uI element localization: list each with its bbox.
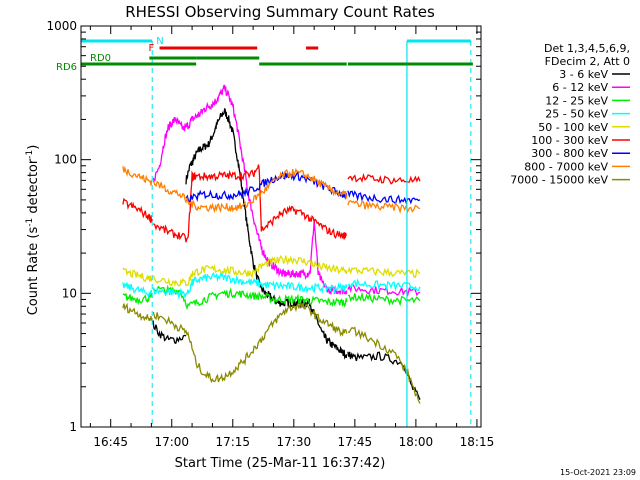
plot-frame [80,25,482,428]
legend-label-5: 100 - 300 keV [531,134,608,147]
y-tick-label-3: 1000 [46,19,77,33]
legend-header-1: Det 1,3,4,5,6,9, [544,42,630,55]
series-line-12-25-kev-seg2 [152,284,348,311]
chart-title: RHESSI Observing Summary Count Rates [125,3,435,21]
legend-label-3: 25 - 50 keV [545,108,608,121]
series-line-25-50-kev-seg1 [122,282,153,297]
legend: Det 1,3,4,5,6,9, FDecim 2, Att 0 3 - 6 k… [510,42,630,187]
x-tick-label-1: 17:00 [154,435,189,449]
series-line-7000-15000-kev-seg3 [347,326,421,404]
series-line-50-100-kev-seg2 [152,255,348,288]
legend-label-7: 800 - 7000 keV [524,160,608,173]
legend-header-2: FDecim 2, Att 0 [545,55,630,68]
y-tick-label-1: 10 [62,286,77,300]
x-tick-label-0: 16:45 [93,435,128,449]
series-line-25-50-kev-seg3 [347,278,421,292]
series-line-50-100-kev-seg1 [122,267,153,282]
x-axis-label: Start Time (25-Mar-11 16:37:42) [175,456,386,471]
rd6-flag-label: RD6 [56,62,77,73]
series-line-50-100-kev-seg3 [347,266,421,279]
legend-label-8: 7000 - 15000 keV [510,174,608,187]
y-axis-label: Count Rate (s-1 detector-1) [25,145,41,316]
x-tick-label-4: 17:45 [338,435,373,449]
plot-area: NF RD0 RD6 [56,36,473,427]
series-line-3-6-kev-seg3 [347,351,421,400]
legend-label-0: 3 - 6 keV [559,68,608,81]
x-tick-label-5: 18:00 [399,435,434,449]
axes: 16:45 17:00 17:15 17:30 17:45 18:00 18:15 1 10 10… [46,19,494,449]
night-flag-label: N [156,36,163,47]
x-tick-label-6: 18:15 [460,435,495,449]
series-line-800-7000-kev-seg3 [347,200,421,214]
series-line-12-25-kev-seg1 [122,292,153,306]
series-line-6-12-kev-seg2 [152,84,348,295]
series-line-12-25-kev-seg3 [347,291,421,307]
series-line-25-50-kev-seg2 [152,271,348,300]
series-line-100-300-kev-seg3 [347,172,421,185]
series-line-800-7000-kev-seg1 [122,165,153,186]
series-line-300-800-kev-seg3 [347,190,421,205]
legend-label-1: 6 - 12 keV [552,81,608,94]
y-tick-label-2: 100 [54,153,77,167]
x-tick-label-3: 17:30 [277,435,312,449]
series-line-6-12-kev-seg3 [347,283,421,297]
series-line-7000-15000-kev-seg2 [152,302,348,384]
y-tick-label-0: 1 [69,420,77,434]
series-line-3-6-kev-seg1 [151,320,187,345]
series-line-800-7000-kev-seg2 [152,167,348,214]
x-tick-label-2: 17:15 [215,435,250,449]
series-line-100-300-kev-seg2 [153,164,347,243]
flare-flag-label: F [149,43,155,54]
legend-label-2: 12 - 25 keV [545,94,608,107]
series-line-3-6-kev-seg2 [185,108,348,360]
series-line-100-300-kev-seg1 [122,197,153,224]
rd0-flag-label: RD0 [90,53,111,64]
legend-label-6: 300 - 800 keV [531,147,608,160]
series-line-7000-15000-kev-seg1 [122,302,153,322]
legend-label-4: 50 - 100 keV [538,121,608,134]
timestamp: 15-Oct-2021 23:09 [560,468,636,477]
